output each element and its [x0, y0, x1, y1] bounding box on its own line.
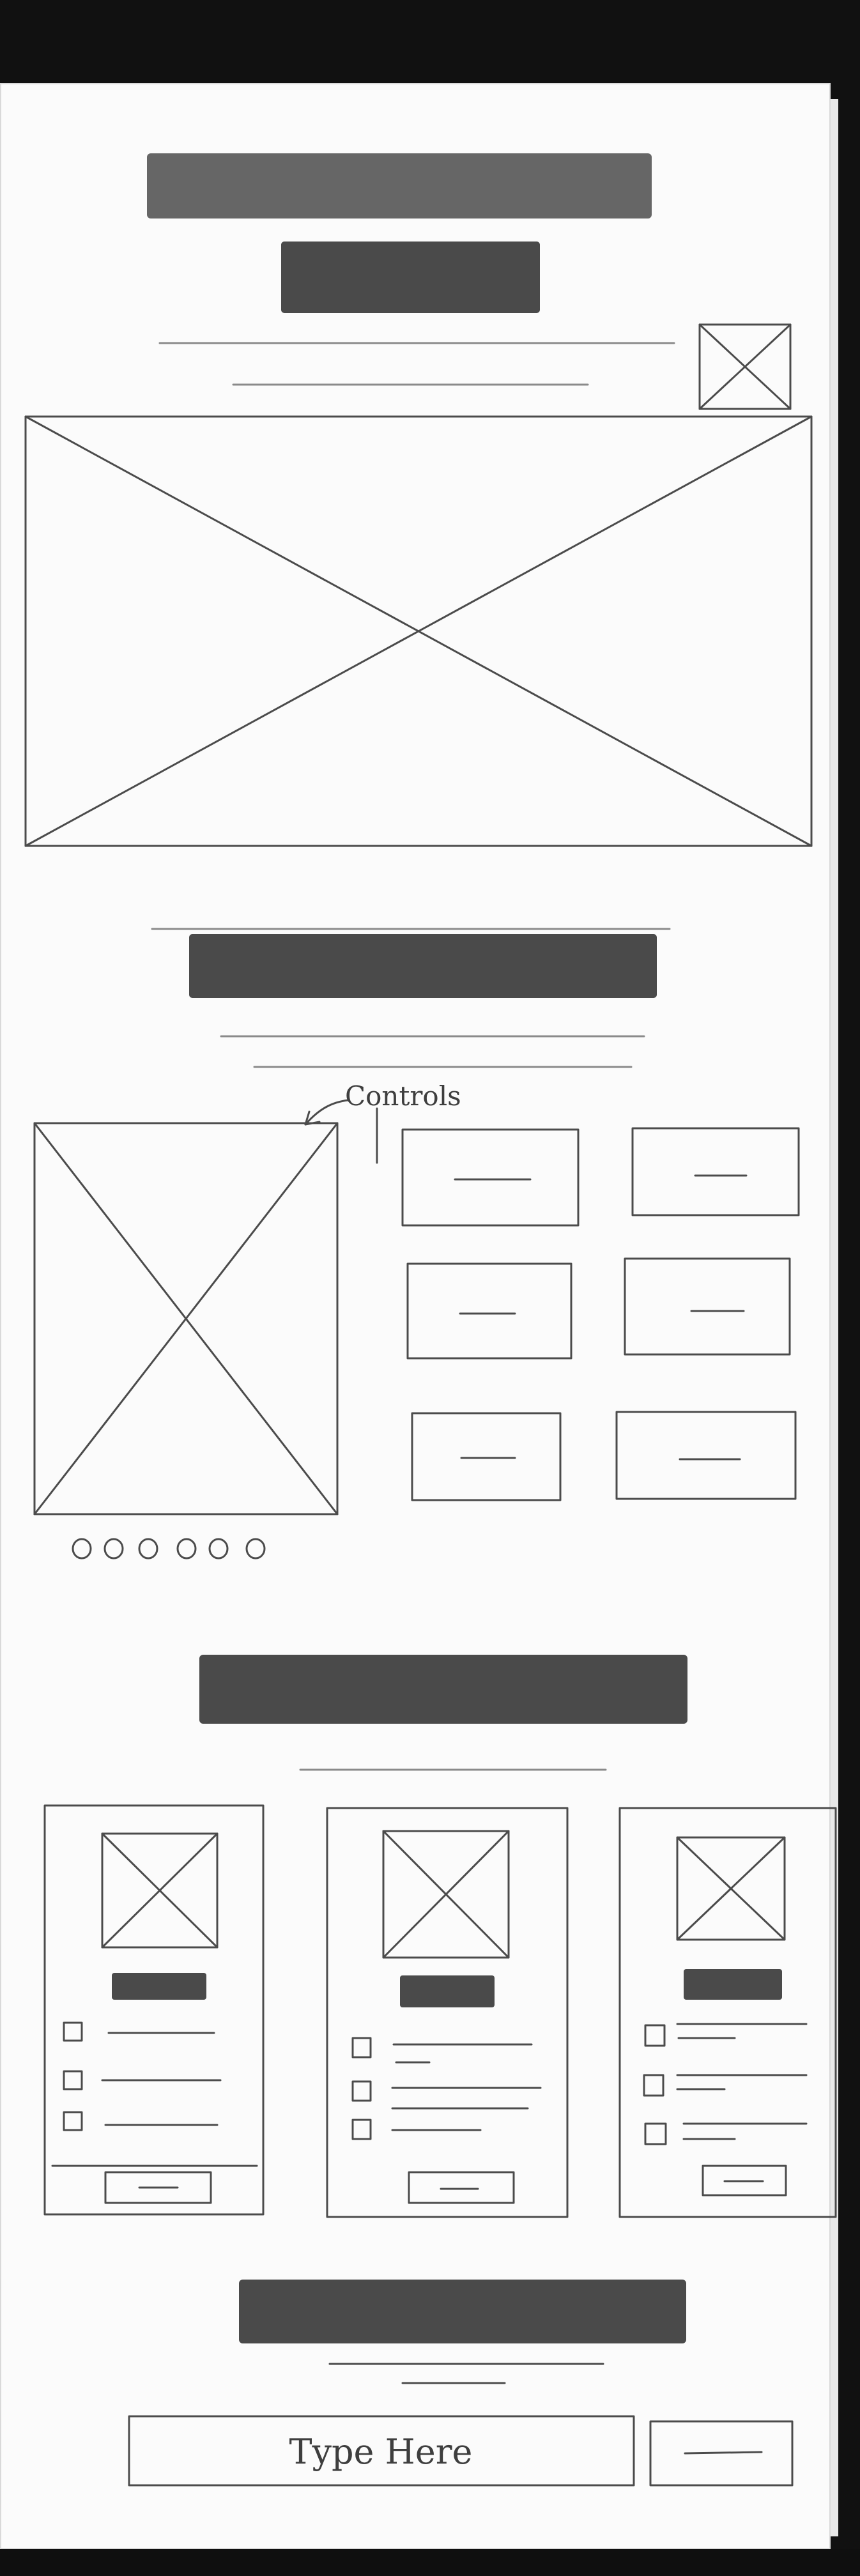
signup-submit-button[interactable]: [649, 2420, 794, 2487]
card3-button[interactable]: [702, 2165, 787, 2196]
card1-image-placeholder: [101, 1832, 219, 1949]
section4-heading-bar: [239, 2280, 686, 2343]
card1-checkbox-1[interactable]: [63, 2021, 83, 2042]
product-card-3: [618, 1807, 837, 2218]
control-button-2[interactable]: [631, 1127, 800, 1216]
card3-image-placeholder: [676, 1836, 786, 1941]
control-button-5[interactable]: [411, 1412, 562, 1501]
gallery-dots: [72, 1538, 266, 1560]
gallery-image-placeholder: [33, 1122, 339, 1515]
logo-placeholder-icon: [698, 323, 792, 410]
card1-title-bar: [112, 1973, 206, 2000]
card1-checkbox-3[interactable]: [63, 2111, 83, 2131]
controls-annotation: Controls: [304, 1080, 461, 1164]
control-button-4[interactable]: [624, 1257, 791, 1356]
card2-checkbox-2[interactable]: [351, 2080, 372, 2102]
site-subtitle-bar: [281, 241, 540, 313]
section4-text-lines: [328, 2363, 604, 2384]
card2-image-placeholder: [382, 1830, 510, 1959]
signup-input-field[interactable]: Type Here: [128, 2415, 635, 2487]
control-button-3[interactable]: [406, 1262, 572, 1360]
card2-button[interactable]: [408, 2171, 515, 2204]
card1-checkbox-2[interactable]: [63, 2070, 83, 2090]
product-card-2: [326, 1807, 569, 2218]
controls-label: Controls: [345, 1080, 461, 1112]
signup-input-placeholder: Type Here: [289, 2432, 472, 2472]
desk-background: [0, 2549, 860, 2576]
product-card-1: [43, 1804, 265, 2216]
card2-checkbox-1[interactable]: [351, 2037, 372, 2058]
card2-title-bar: [400, 1975, 495, 2007]
card2-checkbox-3[interactable]: [351, 2119, 372, 2140]
card3-title-bar: [684, 1969, 782, 2000]
section2-text-lines: [220, 1035, 645, 1068]
card3-checkbox-1[interactable]: [644, 2024, 666, 2047]
card1-button[interactable]: [104, 2171, 212, 2204]
site-title-bar: [147, 153, 652, 218]
card3-checkbox-3[interactable]: [644, 2122, 667, 2145]
section3-heading-bar: [199, 1655, 687, 1724]
hero-image-placeholder: [24, 415, 813, 847]
card3-checkbox-2[interactable]: [643, 2074, 664, 2097]
nav-text-lines: [158, 342, 675, 386]
control-button-6[interactable]: [615, 1411, 797, 1500]
control-button-1[interactable]: [401, 1128, 580, 1227]
section2-heading-bar: [189, 934, 657, 998]
